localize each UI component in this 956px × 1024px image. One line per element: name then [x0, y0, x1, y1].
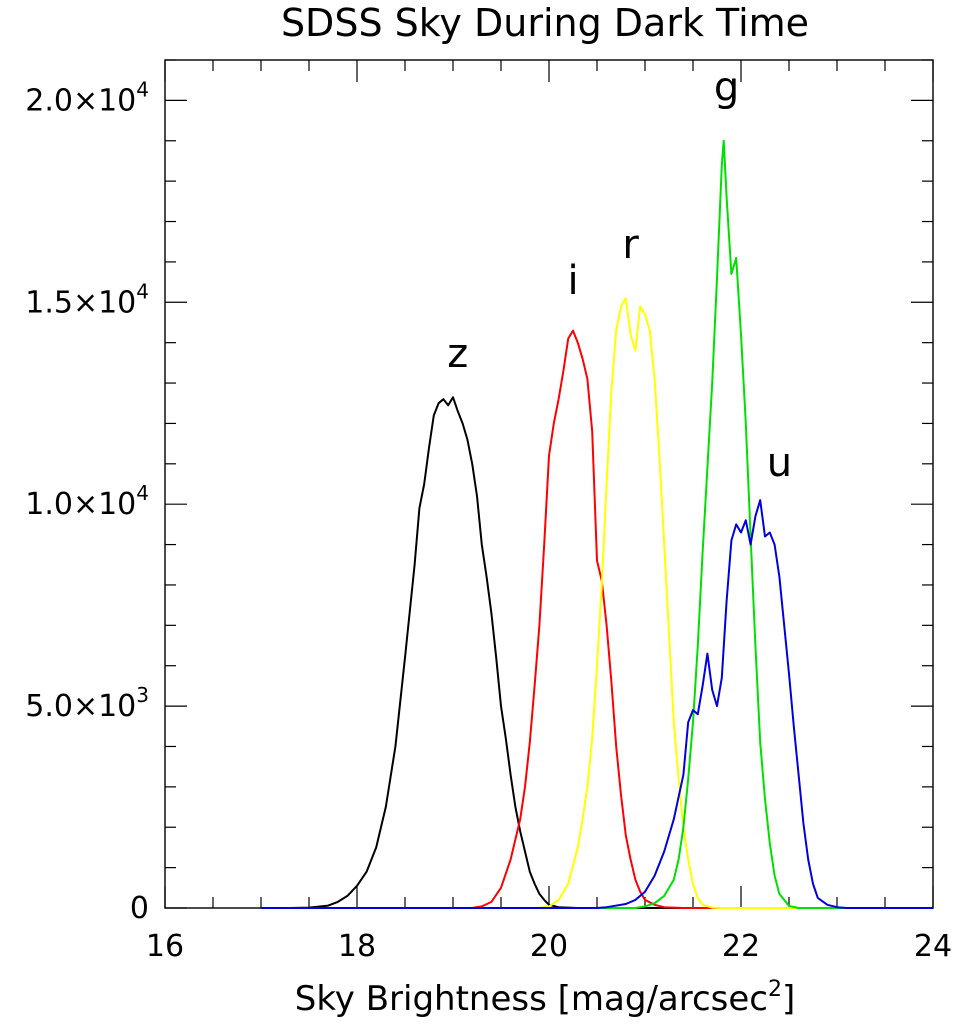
series-line-z	[261, 396, 933, 909]
x-tick-label: 16	[146, 929, 184, 964]
y-tick-label: 1.5×104	[25, 279, 149, 320]
y-tick-label: 1.0×104	[25, 481, 149, 522]
x-axis-label-text: Sky Brightness [mag/arcsec	[295, 979, 768, 1019]
series-line-r	[261, 297, 933, 909]
series-labels: z ir g u	[447, 64, 792, 486]
y-tick-label: 5.0×103	[25, 683, 149, 724]
series-line-g	[261, 139, 933, 909]
series-label-z: z	[447, 331, 468, 377]
x-tick-label: 20	[530, 929, 568, 964]
x-axis-label-end: ]	[782, 979, 795, 1019]
series-label-i: i	[567, 258, 578, 304]
y-axis-ticks: 0 5.0×103 1.0×104 1.5×104 2.0×104	[25, 59, 933, 926]
series-label-g: g	[714, 64, 739, 110]
series-line-i	[261, 329, 933, 909]
y-tick-label: 2.0×104	[25, 77, 149, 118]
y-tick-label: 0	[130, 891, 149, 926]
series-lines	[261, 139, 933, 909]
series-label-r: r	[622, 222, 639, 268]
plot-border	[164, 59, 934, 909]
x-tick-label: 22	[722, 929, 760, 964]
series-label-u: u	[767, 440, 792, 486]
x-tick-label: 18	[338, 929, 376, 964]
x-axis-ticks: 16 18 20 22 24	[146, 60, 952, 964]
x-axis-label-superscript: 2	[768, 977, 782, 1002]
x-tick-label: 24	[914, 929, 952, 964]
series-line-u	[261, 499, 933, 909]
x-axis-label: Sky Brightness [mag/arcsec2]	[295, 977, 796, 1019]
chart-title: SDSS Sky During Dark Time	[281, 1, 809, 45]
plot-frame	[164, 59, 934, 909]
